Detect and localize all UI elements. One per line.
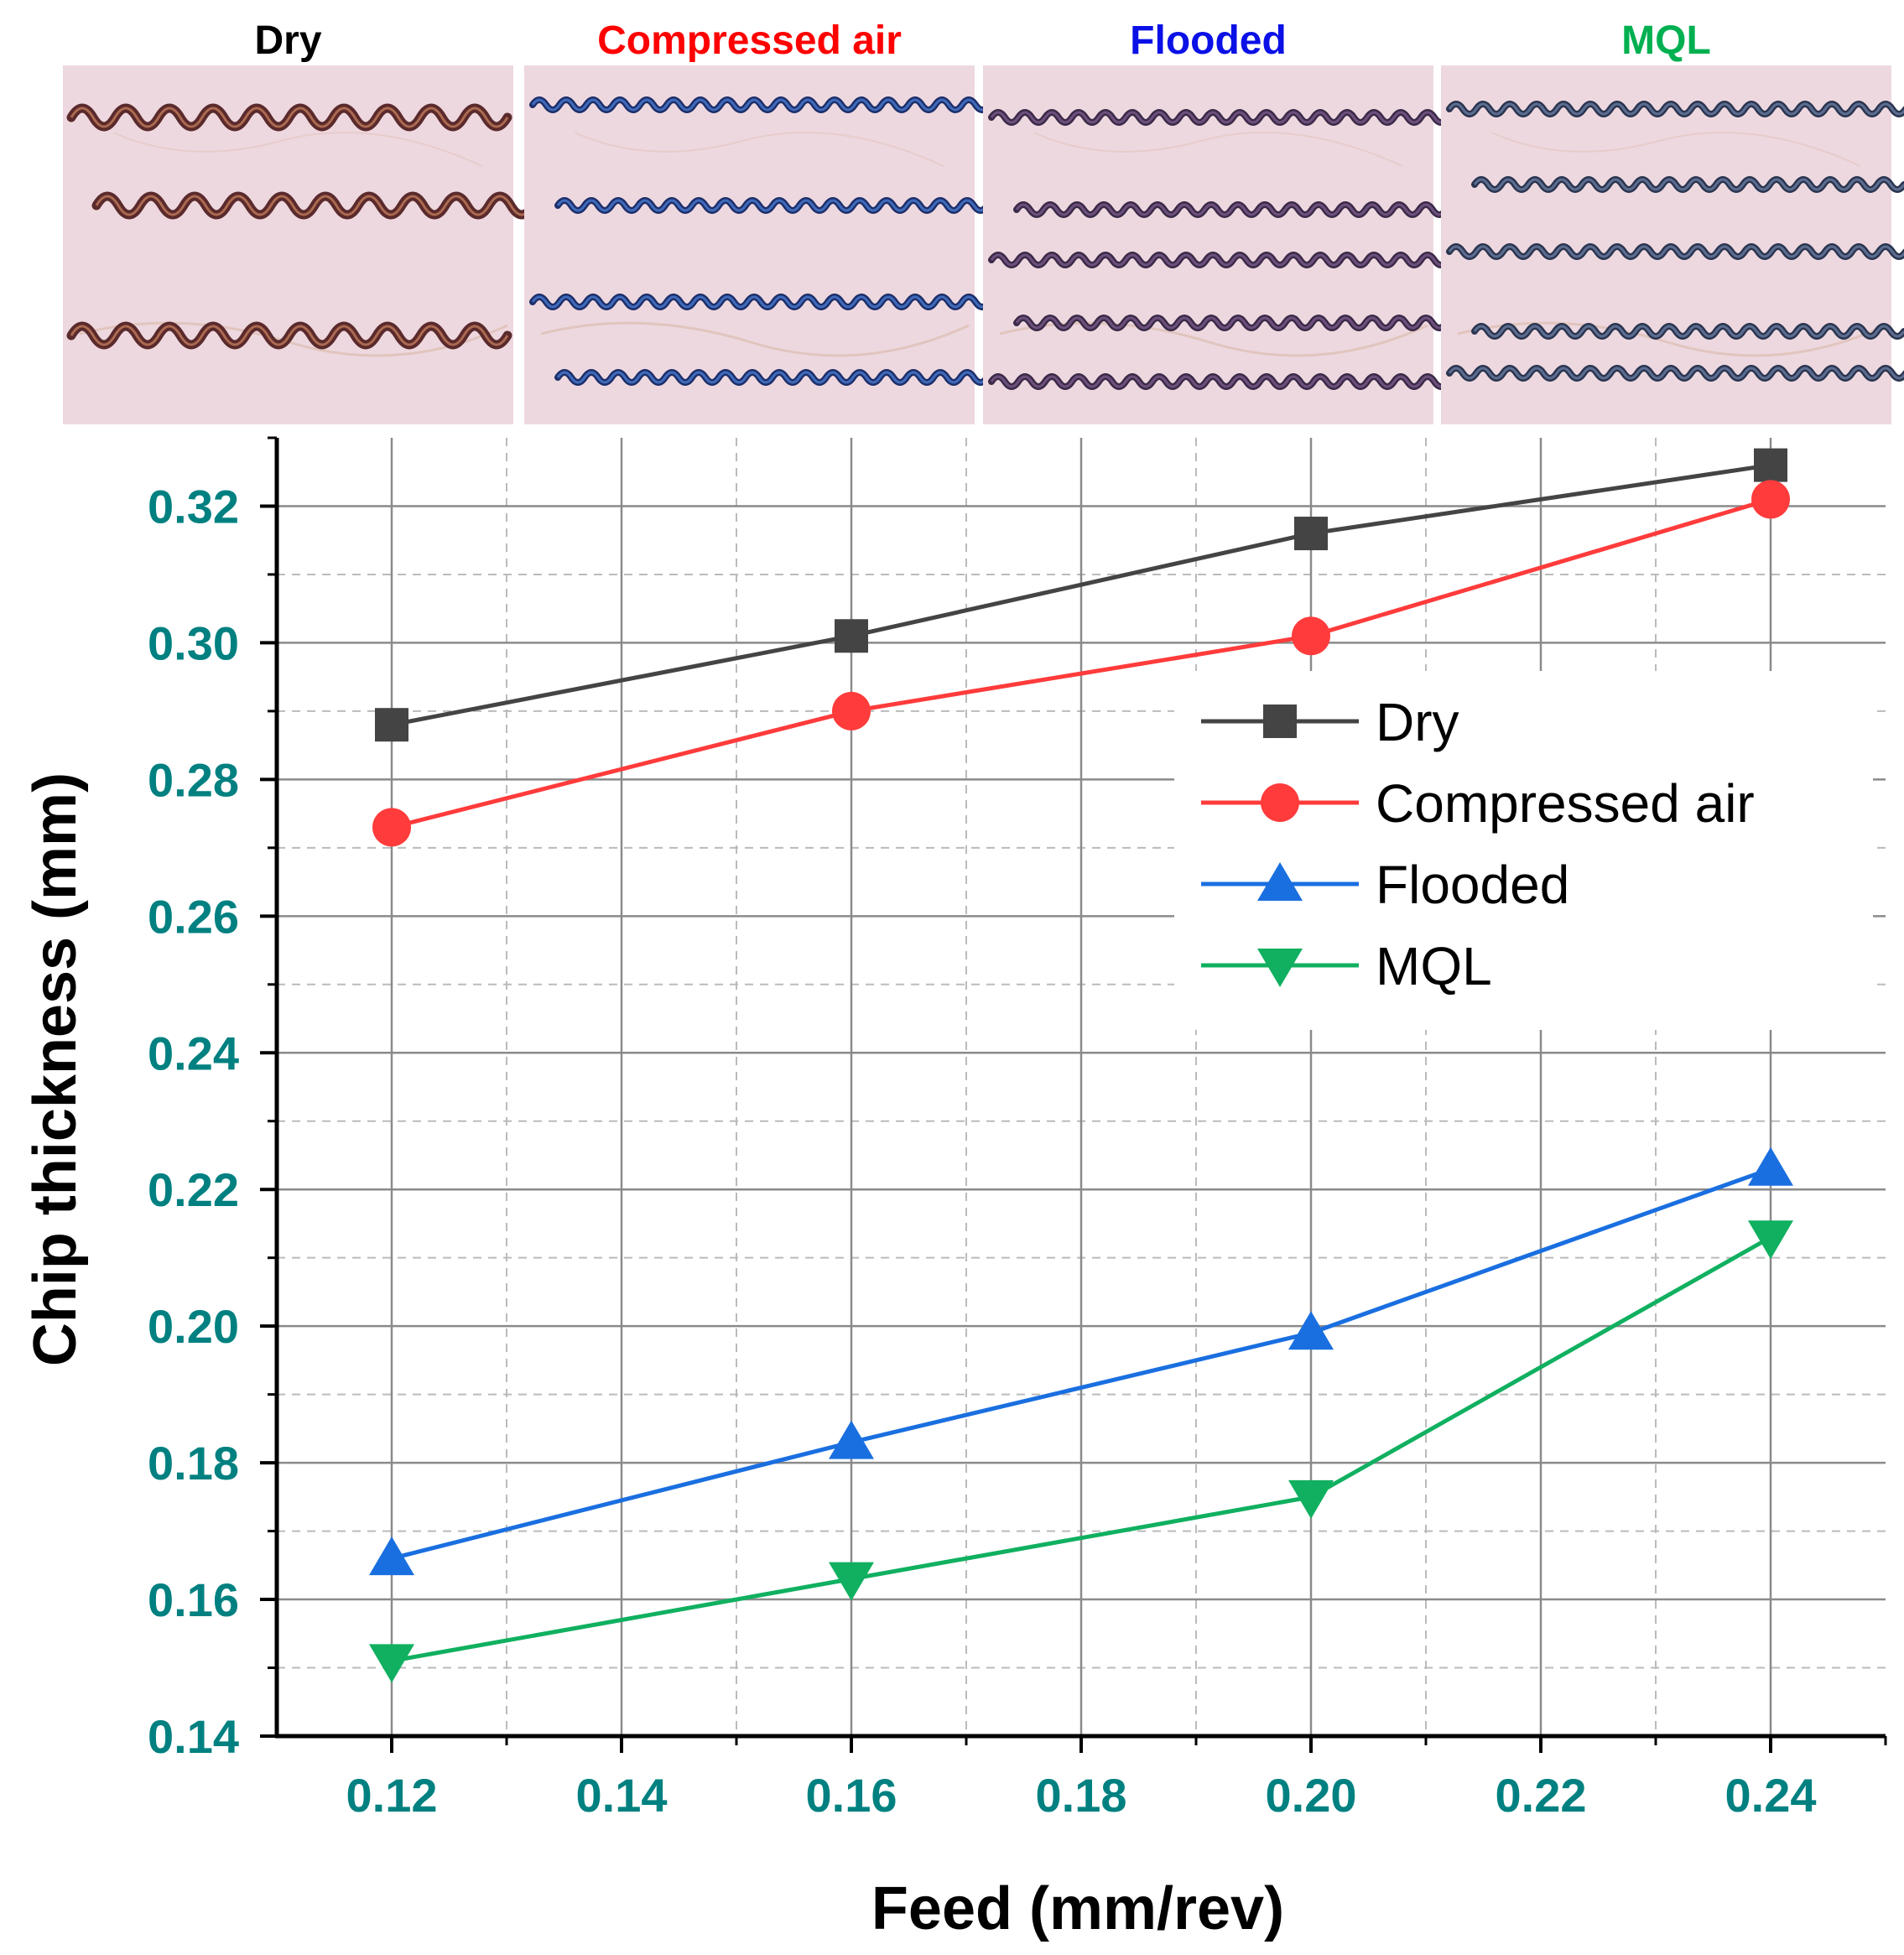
data-point (832, 691, 871, 731)
metal-chip-highlight (556, 199, 989, 212)
photo-panel: Compressed air (524, 18, 992, 424)
x-tick-label: 0.24 (1725, 1769, 1817, 1822)
data-point (369, 1536, 414, 1576)
data-point (829, 1562, 874, 1601)
metal-chip-highlight (1448, 245, 1904, 258)
metal-chip-highlight (1015, 203, 1448, 216)
x-tick-label: 0.12 (346, 1769, 438, 1822)
photo-panel-title: Compressed air (597, 18, 902, 63)
marble-vein (1033, 132, 1403, 167)
series-mql (369, 1220, 1793, 1683)
series-flooded (369, 1146, 1793, 1576)
metal-chip-highlight (990, 253, 1449, 267)
metal-chip-highlight (1015, 316, 1448, 330)
data-point (369, 1644, 414, 1683)
legend-marker (1263, 705, 1297, 738)
metal-chip-highlight (70, 325, 509, 346)
y-tick-label: 0.32 (148, 480, 239, 533)
metal-chip-highlight (556, 371, 989, 384)
marble-vein (1490, 132, 1861, 167)
marble-vein (999, 321, 1428, 357)
series-line (391, 497, 1771, 829)
metal-chip-highlight (1448, 367, 1904, 380)
y-tick-label: 0.24 (148, 1027, 239, 1079)
data-point (1751, 480, 1790, 519)
marble-vein (112, 132, 483, 167)
marble-vein (1457, 321, 1886, 357)
marble-vein (540, 321, 970, 357)
photo-panel: Dry (63, 18, 538, 424)
photo-background (524, 65, 975, 424)
data-point (1294, 517, 1328, 551)
data-point (375, 708, 408, 742)
legend-label: Compressed air (1376, 773, 1755, 834)
y-tick-label: 0.18 (148, 1437, 239, 1490)
data-point (1754, 448, 1787, 482)
x-axis-title: Feed (mm/rev) (871, 1875, 1284, 1942)
y-tick-label: 0.20 (148, 1300, 239, 1353)
legend-marker (1257, 862, 1303, 901)
legend-label: Dry (1376, 692, 1459, 752)
legend-label: MQL (1376, 936, 1492, 996)
metal-chip-highlight (531, 295, 991, 309)
metal-chip-highlight (990, 111, 1449, 124)
metal-chip-highlight (1473, 325, 1904, 338)
photo-panel: MQL (1441, 18, 1904, 424)
metal-chip-highlight (70, 107, 509, 128)
tick-marks: 0.12 0.14 0.16 0.18 0.20 0.22 0.24 0.14 0.16 0.18… (148, 436, 1887, 1822)
data-point (372, 808, 411, 847)
x-tick-label: 0.18 (1036, 1769, 1127, 1822)
series-line (391, 463, 1771, 727)
metal-chip-highlight (990, 375, 1449, 388)
metal-chip-highlight (531, 98, 991, 112)
data-point (829, 1420, 874, 1459)
data-point (1748, 1146, 1793, 1186)
legend-label: Flooded (1376, 855, 1569, 915)
x-tick-label: 0.14 (576, 1769, 668, 1822)
y-tick-label: 0.28 (148, 753, 239, 806)
y-tick-label: 0.14 (148, 1710, 239, 1763)
legend: Dry Compressed air Flooded MQL (1174, 671, 1873, 1030)
legend-marker (1257, 949, 1303, 987)
grid-lines (277, 438, 1886, 1738)
series-line (391, 1167, 1771, 1561)
photo-panel-title: Flooded (1130, 18, 1287, 63)
legend-marker (1261, 783, 1299, 822)
data-point (1288, 1479, 1334, 1519)
series-compressed-air (372, 480, 1790, 847)
x-tick-label: 0.22 (1496, 1769, 1587, 1822)
chip-photo-strip: Dry Compressed air Flooded MQL (63, 18, 1904, 424)
photo-panel-title: MQL (1621, 18, 1711, 63)
y-tick-label: 0.30 (148, 616, 239, 669)
metal-chip-highlight (1473, 178, 1904, 191)
x-tick-label: 0.16 (806, 1769, 897, 1822)
data-point (835, 619, 868, 653)
series-line (391, 1235, 1772, 1663)
metal-chip-highlight (1448, 102, 1904, 116)
photo-panel: Flooded (983, 18, 1451, 424)
marble-vein (574, 132, 944, 167)
legend-item: Flooded (1201, 855, 1569, 915)
metal-chip-highlight (95, 195, 534, 216)
legend-item: Compressed air (1201, 773, 1755, 834)
series-dry (375, 448, 1787, 742)
line-chart: 0.12 0.14 0.16 0.18 0.20 0.22 0.24 0.14 0.16 0.18… (22, 436, 1887, 1942)
data-point (1288, 1311, 1334, 1350)
data-series (369, 448, 1793, 1683)
legend-item: Dry (1201, 692, 1459, 752)
x-tick-label: 0.20 (1266, 1769, 1357, 1822)
y-tick-label: 0.16 (148, 1573, 239, 1626)
legend-item: MQL (1201, 936, 1492, 996)
data-point (1748, 1220, 1793, 1260)
data-point (1292, 616, 1330, 656)
y-axis-title: Chip thickness (mm) (22, 772, 89, 1366)
y-tick-label: 0.22 (148, 1163, 239, 1216)
y-tick-label: 0.26 (148, 890, 239, 943)
photo-panel-title: Dry (254, 18, 321, 63)
